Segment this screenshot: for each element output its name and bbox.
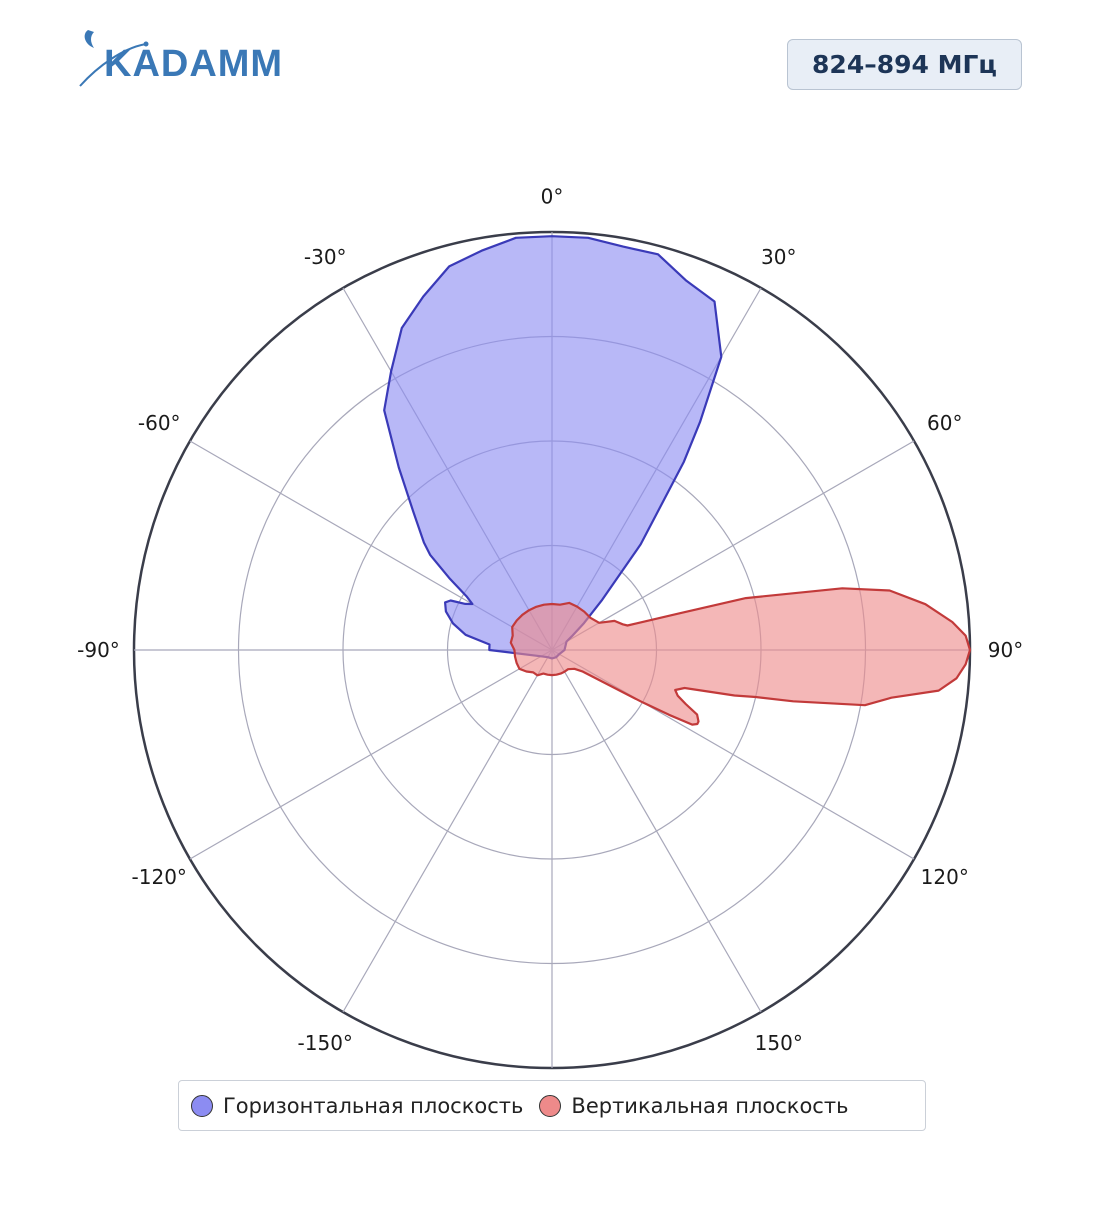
logo-text: KADAMM — [104, 43, 284, 85]
chart-legend: Горизонтальная плоскость Вертикальная пл… — [178, 1080, 926, 1131]
angle-tick-label: 120° — [921, 865, 969, 889]
legend-swatch-vertical — [539, 1094, 562, 1117]
legend-item-vertical[interactable]: Вертикальная плоскость — [539, 1094, 848, 1118]
legend-label-vertical: Вертикальная плоскость — [571, 1093, 849, 1118]
logo-mark-icon — [79, 30, 149, 87]
legend-item-horizontal[interactable]: Горизонтальная плоскость — [191, 1094, 523, 1118]
angle-tick-label: -150° — [298, 1031, 353, 1055]
series-horizontal-area — [383, 235, 723, 660]
angular-grid-line — [189, 649, 553, 860]
angle-tick-label: -60° — [138, 411, 181, 435]
kadamm-logo: KADAMM — [78, 26, 288, 90]
angle-tick-label: -120° — [132, 865, 187, 889]
angle-tick-label: 0° — [541, 184, 564, 208]
angular-grid-line — [551, 649, 762, 1013]
legend-swatch-horizontal — [191, 1094, 213, 1117]
angle-tick-label: 90° — [988, 638, 1023, 662]
angle-tick-label: -90° — [77, 638, 120, 662]
angle-tick-label: 30° — [761, 245, 796, 269]
angle-tick-label: 60° — [927, 411, 962, 435]
angle-tick-label: 150° — [755, 1031, 803, 1055]
series-vertical-area — [509, 587, 972, 726]
angle-tick-label: -30° — [304, 245, 347, 269]
angular-grid-line — [342, 649, 553, 1013]
angular-grid-line — [551, 440, 915, 651]
frequency-badge: 824–894 МГц — [787, 39, 1022, 90]
legend-label-horizontal: Горизонтальная плоскость — [223, 1093, 524, 1118]
